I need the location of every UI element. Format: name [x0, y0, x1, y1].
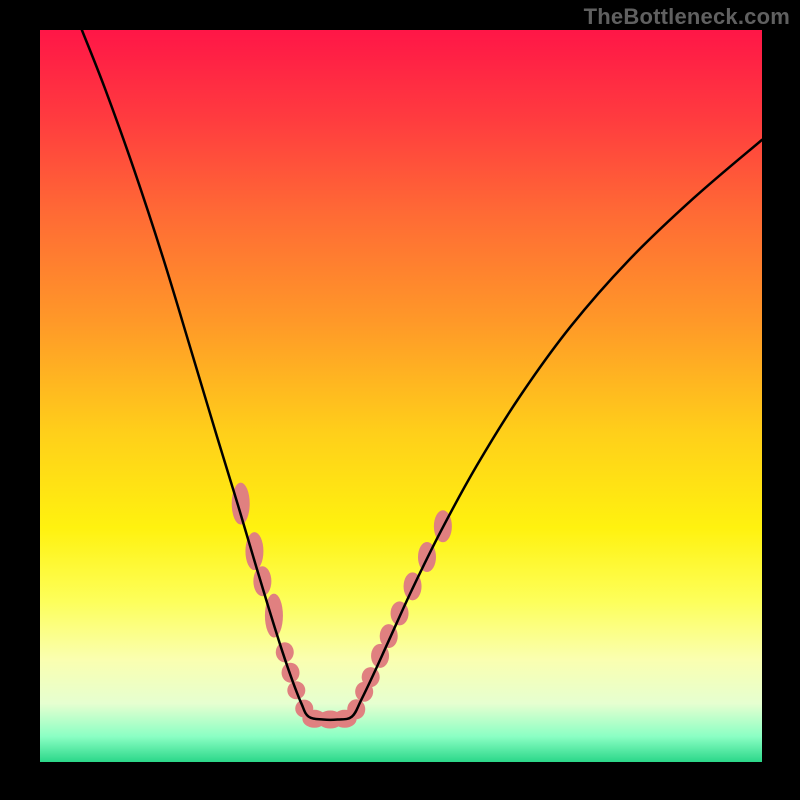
chart-container: TheBottleneck.com — [0, 0, 800, 800]
plot-area — [40, 30, 762, 762]
watermark-text: TheBottleneck.com — [584, 4, 790, 30]
bottleneck-chart-svg — [40, 30, 762, 762]
